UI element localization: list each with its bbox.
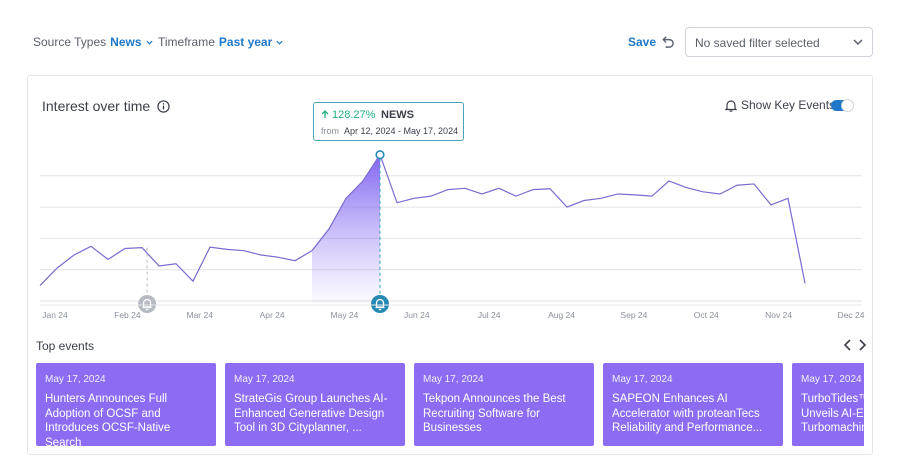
event-headline: StrateGis Group Launches AI-Enhanced Gen… [234,393,388,434]
x-tick-label: May 24 [331,310,359,320]
tooltip-source: NEWS [381,109,414,121]
tooltip-change: 128.27% [321,109,375,121]
x-tick-label: Jun 24 [404,310,430,320]
chevron-left-icon[interactable] [843,338,853,352]
timeframe-label: Timeframe [158,35,215,49]
event-date: May 17, 2024 [423,374,484,385]
event-card[interactable]: May 17, 2024 StrateGis Group Launches AI… [225,363,405,446]
x-tick-label: Oct 24 [694,310,719,320]
tooltip-from-label: from [321,126,339,136]
event-headline: TurboTides™ Unveils AI-En Turbomachin [801,393,864,434]
saved-filter-value: No saved filter selected [695,36,820,50]
timeframe-filter[interactable]: Timeframe Past year [158,35,283,49]
undo-icon[interactable] [660,34,675,49]
x-tick-label: Jan 24 [42,310,68,320]
arrow-up-icon [321,110,329,118]
key-event-marker [138,295,157,313]
event-card[interactable]: May 17, 2024 SAPEON Enhances AI Accelera… [603,363,783,446]
event-date: May 17, 2024 [612,374,673,385]
event-headline: SAPEON Enhances AI Accelerator with prot… [612,393,763,434]
event-date: May 17, 2024 [801,374,862,385]
x-tick-label: Mar 24 [186,310,213,320]
chart-title: Interest over time [42,98,170,114]
x-tick-label: Dec 24 [838,310,865,320]
event-card[interactable]: May 17, 2024 Tekpon Announces the Best R… [414,363,594,446]
top-events-title: Top events [36,339,95,353]
x-tick-label: Nov 24 [765,310,792,320]
tooltip-change-value: 128.27% [332,109,376,121]
event-card[interactable]: May 17, 2024 TurboTides™ Unveils AI-En T… [792,363,864,446]
x-tick-label: Aug 24 [548,310,575,320]
source-types-value: News [110,35,142,49]
event-headline: Tekpon Announces the Best Recruiting Sof… [423,393,566,434]
toggle-knob [841,99,854,112]
events-carousel: May 17, 2024 Hunters Announces Full Adop… [36,363,864,446]
bell-icon [375,298,385,311]
show-key-events: Show Key Events [725,98,835,112]
key-events-toggle[interactable] [831,99,854,112]
highlight-area [312,154,380,303]
series-line [39,153,806,286]
event-date: May 17, 2024 [45,374,106,385]
chevron-down-icon [145,40,153,45]
chart-title-text: Interest over time [42,98,151,114]
event-date: May 17, 2024 [234,374,295,385]
bell-icon [142,298,152,311]
chevron-down-icon [276,40,283,45]
x-tick-label: Apr 24 [260,310,285,320]
show-key-events-label: Show Key Events [741,98,836,112]
info-icon[interactable] [157,99,170,113]
chevron-down-icon [853,39,863,46]
event-headline: Hunters Announces Full Adoption of OCSF … [45,393,171,446]
x-tick-label: Jul 24 [478,310,501,320]
chart-tooltip: 128.27% NEWS from Apr 12, 2024 - May 17,… [313,102,464,141]
source-types-filter[interactable]: Source Types News [33,35,153,49]
key-event-marker [371,295,389,313]
interest-card [27,75,873,455]
chevron-right-icon[interactable] [857,338,867,352]
x-tick-label: Sep 24 [620,310,647,320]
tooltip-range: Apr 12, 2024 - May 17, 2024 [344,126,459,136]
x-tick-label: Feb 24 [114,310,141,320]
saved-filter-select[interactable]: No saved filter selected [685,27,873,57]
bell-icon [725,99,737,112]
peak-point [375,150,385,160]
save-button[interactable]: Save [628,35,657,49]
source-types-label: Source Types [33,35,107,49]
event-card[interactable]: May 17, 2024 Hunters Announces Full Adop… [36,363,216,446]
timeframe-value: Past year [218,35,273,49]
